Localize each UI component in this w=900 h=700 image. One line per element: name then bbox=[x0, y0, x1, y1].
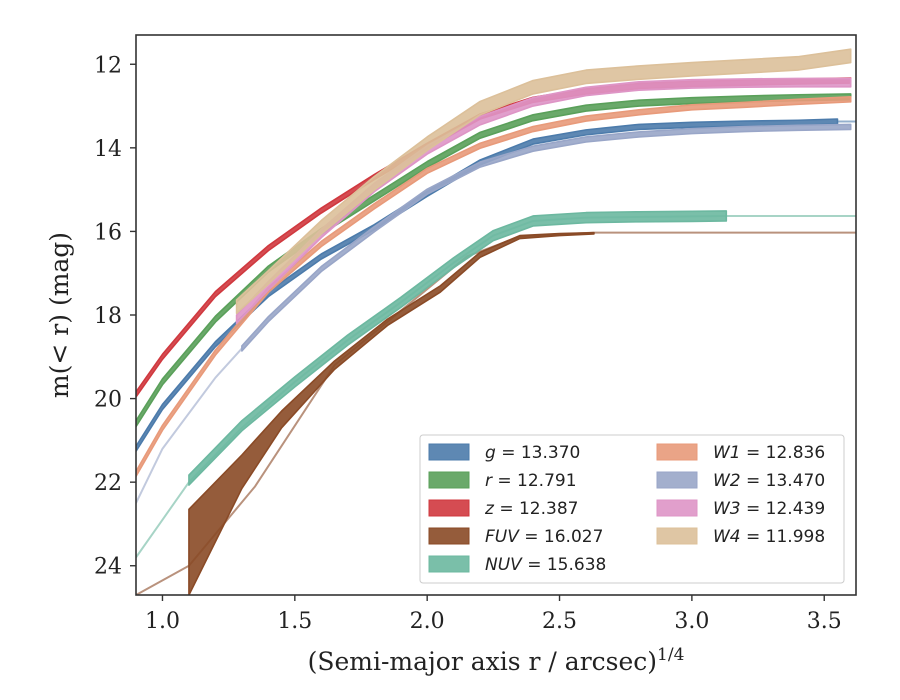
legend-swatch-w2 bbox=[656, 471, 698, 489]
legend-swatch-z bbox=[428, 499, 470, 517]
y-tick-label: 20 bbox=[94, 388, 122, 413]
x-tick-label: 3.5 bbox=[807, 609, 842, 634]
series-w2-band bbox=[241, 123, 852, 352]
y-tick-label: 14 bbox=[94, 137, 122, 162]
legend-label-w4: W4 = 11.998 bbox=[713, 527, 825, 547]
legend-box bbox=[419, 434, 845, 584]
legend-label-fuv: FUV = 16.027 bbox=[485, 527, 603, 547]
x-axis-label-main: (Semi-major axis r / arcsec) bbox=[308, 647, 657, 676]
series-layer bbox=[136, 48, 856, 595]
legend-label-w1: W1 = 12.836 bbox=[713, 443, 825, 463]
legend: g = 13.370 r = 12.791 z = 12.387 FUV = 16.0… bbox=[419, 434, 845, 584]
plot-frame bbox=[135, 34, 857, 596]
legend-label-nuv: NUV = 15.638 bbox=[485, 555, 606, 575]
x-tick-label: 2.5 bbox=[542, 609, 577, 634]
series-w1-band bbox=[136, 96, 852, 478]
legend-swatch-w4 bbox=[656, 527, 698, 545]
legend-label-w2: W2 = 13.470 bbox=[713, 471, 825, 491]
legend-swatch-r bbox=[428, 471, 470, 489]
legend-label-w3: W3 = 12.439 bbox=[713, 499, 825, 519]
x-tick-label: 2.0 bbox=[410, 609, 445, 634]
y-tick-label: 16 bbox=[94, 220, 122, 245]
x-tick-label: 1.5 bbox=[277, 609, 312, 634]
y-tick-label: 22 bbox=[94, 471, 122, 496]
legend-label-r: r = 12.791 bbox=[485, 471, 577, 491]
x-tick-label: 3.0 bbox=[674, 609, 709, 634]
series-fuv-band bbox=[188, 231, 595, 595]
legend-swatch-w1 bbox=[656, 443, 698, 461]
x-axis-label: (Semi-major axis r / arcsec)1/4 bbox=[308, 645, 685, 676]
x-axis-ticks: 1.0 1.5 2.0 2.5 3.0 3.5 bbox=[145, 595, 842, 634]
legend-swatch-nuv bbox=[428, 555, 470, 573]
x-axis-label-superscript: 1/4 bbox=[657, 645, 684, 665]
x-tick-label: 1.0 bbox=[145, 609, 180, 634]
series-nuv-band bbox=[188, 210, 728, 486]
y-tick-label: 12 bbox=[94, 53, 122, 78]
series-w4-band bbox=[235, 48, 852, 315]
legend-label-g: g = 13.370 bbox=[485, 443, 580, 463]
y-axis-label: m(< r) (mag) bbox=[45, 232, 74, 398]
y-tick-label: 18 bbox=[94, 304, 122, 329]
legend-label-z: z = 12.387 bbox=[484, 499, 578, 519]
y-tick-label: 24 bbox=[94, 555, 122, 580]
legend-swatch-w3 bbox=[656, 499, 698, 517]
legend-swatch-g bbox=[428, 443, 470, 461]
legend-swatch-fuv bbox=[428, 527, 470, 545]
series-w2-extension-line bbox=[136, 347, 243, 504]
y-axis-ticks: 12 14 16 18 20 22 24 bbox=[94, 53, 136, 580]
